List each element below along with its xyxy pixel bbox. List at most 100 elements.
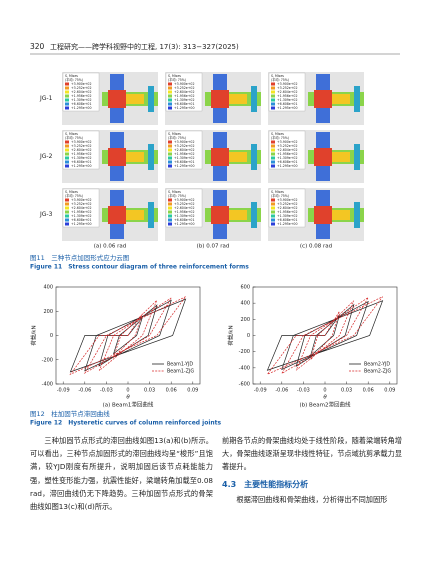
legend-text: +1.956e+02	[174, 94, 194, 98]
legend-swatch	[271, 94, 275, 98]
legend-text: +3.252e+02	[277, 86, 297, 90]
contour-beam-hot	[217, 94, 247, 104]
legend-text: +1.309e+02	[174, 98, 194, 102]
legend-swatch	[271, 164, 275, 168]
contour-hotspot	[211, 206, 229, 224]
legend-text: +1.295e+00	[174, 106, 194, 110]
legend-swatch	[168, 214, 172, 218]
legend-swatch	[65, 106, 69, 110]
legend-text: +1.295e+00	[71, 222, 91, 226]
row-label: JG-2	[39, 153, 53, 160]
legend-text: S, Mises	[271, 74, 284, 78]
fig11-caption-cn: 图11 三种节点加固形式应力云图	[30, 253, 129, 262]
legend-swatch	[271, 214, 275, 218]
fig12-caption-cn: 图12 柱加固节点滞回曲线	[30, 409, 110, 418]
y-axis-label: 荷载/kN	[227, 325, 235, 345]
column-label: (b) 0.07 rad	[197, 244, 230, 250]
x-tick-label: 0.09	[384, 388, 395, 394]
legend-text: +3.900e+02	[174, 82, 194, 86]
y-tick-label: -400	[239, 365, 250, 371]
legend-text: +2.604e+02	[277, 90, 297, 94]
legend-text: +6.608e+01	[277, 160, 297, 164]
legend-text: +6.608e+01	[174, 218, 194, 222]
legend-swatch	[65, 98, 69, 102]
hysteresis-curve	[266, 296, 383, 376]
y-tick-label: 600	[240, 285, 250, 291]
legend-text: S, Mises	[168, 132, 181, 136]
legend-text: +2.604e+02	[71, 148, 91, 152]
legend-text: +6.608e+01	[71, 160, 91, 164]
legend-text: +2.604e+02	[277, 206, 297, 210]
legend-text: +1.295e+00	[277, 106, 297, 110]
x-tick-label: -0.09	[254, 388, 267, 394]
x-axis-label: θ	[126, 395, 130, 401]
legend-swatch	[168, 82, 172, 86]
x-tick-label: 0.03	[341, 388, 352, 394]
legend-text: S, Mises	[271, 132, 284, 136]
contour-flange	[354, 144, 360, 170]
chart-caption: (b) Beam2滞回曲线	[300, 401, 351, 409]
legend-text: +2.604e+02	[174, 90, 194, 94]
legend-text: +1.295e+00	[174, 164, 194, 168]
paragraph: 前期各节点的骨架曲线均处于线性阶段，随着梁端转角增大，骨架曲线逐渐呈现非线性特征…	[222, 436, 402, 472]
contour-flange	[251, 202, 257, 228]
legend-swatch	[65, 144, 69, 148]
legend-swatch	[271, 102, 275, 106]
x-tick-label: 0	[126, 388, 129, 394]
section-heading: 4.3 主要性能指标分析	[222, 479, 309, 489]
contour-flange	[251, 86, 257, 112]
legend-swatch	[168, 222, 172, 226]
legend-label: Beam1-YJD	[167, 362, 193, 368]
legend-text: +1.295e+00	[71, 164, 91, 168]
legend-swatch	[271, 206, 275, 210]
legend-swatch	[271, 218, 275, 222]
legend-swatch	[168, 206, 172, 210]
legend-text: +6.608e+01	[277, 102, 297, 106]
fig12-caption-en: Figure 12 Hysteretic curves of column re…	[30, 420, 222, 427]
legend-text: (平均: 75%)	[168, 193, 186, 198]
legend-swatch	[65, 148, 69, 152]
page-number: 320	[30, 42, 45, 51]
legend-label: Beam2-ZJG	[364, 369, 391, 375]
legend-swatch	[65, 86, 69, 90]
legend-text: +1.956e+02	[277, 152, 297, 156]
legend-swatch	[168, 210, 172, 214]
legend-text: +3.900e+02	[277, 82, 297, 86]
legend-text: +1.309e+02	[277, 98, 297, 102]
row-label: JG-1	[39, 95, 53, 102]
contour-beam-hot	[114, 94, 144, 104]
contour-beam-hot	[320, 152, 350, 162]
y-tick-label: 400	[240, 301, 250, 307]
contour-beam-hot	[217, 210, 247, 220]
legend-swatch	[168, 86, 172, 90]
legend-text: +1.295e+00	[71, 106, 91, 110]
legend-text: +2.604e+02	[71, 206, 91, 210]
y-tick-label: 0	[50, 333, 53, 339]
legend-swatch	[168, 90, 172, 94]
legend-swatch	[271, 222, 275, 226]
legend-text: +6.608e+01	[71, 218, 91, 222]
x-tick-label: -0.03	[100, 388, 113, 394]
contour-flange	[148, 144, 154, 170]
legend-swatch	[65, 102, 69, 106]
x-tick-label: 0.06	[363, 388, 374, 394]
legend-text: +2.604e+02	[174, 206, 194, 210]
contour-beam-hot	[217, 152, 247, 162]
contour-hotspot	[314, 90, 332, 108]
legend-text: (平均: 75%)	[168, 77, 186, 82]
legend-text: +6.608e+01	[174, 102, 194, 106]
y-tick-label: -200	[239, 349, 250, 355]
x-tick-label: -0.06	[78, 388, 91, 394]
legend-text: (平均: 75%)	[168, 135, 186, 140]
legend-text: +2.604e+02	[277, 148, 297, 152]
legend-text: S, Mises	[65, 132, 78, 136]
legend-text: +3.252e+02	[71, 202, 91, 206]
legend-swatch	[271, 144, 275, 148]
legend-text: +1.956e+02	[71, 94, 91, 98]
legend-text: +3.252e+02	[174, 202, 194, 206]
legend-swatch	[65, 210, 69, 214]
legend-label: Beam1-ZJG	[167, 369, 194, 375]
legend-text: +3.900e+02	[174, 198, 194, 202]
legend-text: +3.900e+02	[71, 82, 91, 86]
